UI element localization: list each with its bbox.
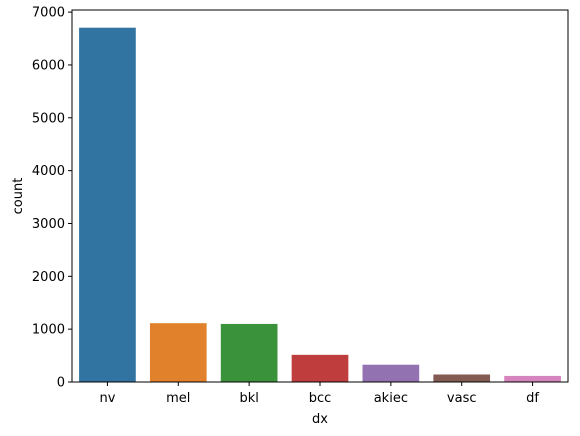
y-tick-label: 0 [57,376,65,391]
y-tick-label: 2000 [32,270,65,285]
x-tick-label: nv [99,391,115,406]
y-tick-label: 6000 [32,58,65,73]
bar-mel [149,323,207,382]
x-tick-label: bkl [239,391,258,406]
y-axis-label: count [11,178,26,215]
x-tick-label: mel [166,391,190,406]
plot-frame [71,9,569,383]
y-tick-label: 7000 [32,6,65,21]
y-tick-label: 4000 [32,164,65,179]
x-tick-label: bcc [309,391,332,406]
bar-nv [79,27,136,383]
bar-vasc [433,374,491,382]
bars-group [79,27,561,383]
x-axis-label: dx [312,412,328,427]
y-tick-label: 3000 [32,217,65,232]
x-tick-label: vasc [447,391,477,406]
y-tick-label: 5000 [32,111,65,126]
y-tick-label: 1000 [32,323,65,338]
x-tick-label: df [526,391,539,406]
bar-bcc [291,354,349,382]
bar-akiec [362,364,420,382]
y-axis: 0 1000 2000 3000 4000 5000 6000 7000 [32,6,72,391]
bar-df [504,375,561,382]
x-tick-label: akiec [374,391,408,406]
bar-bkl [220,323,278,382]
x-axis: nv mel bkl bcc akiec vasc df [99,382,539,406]
